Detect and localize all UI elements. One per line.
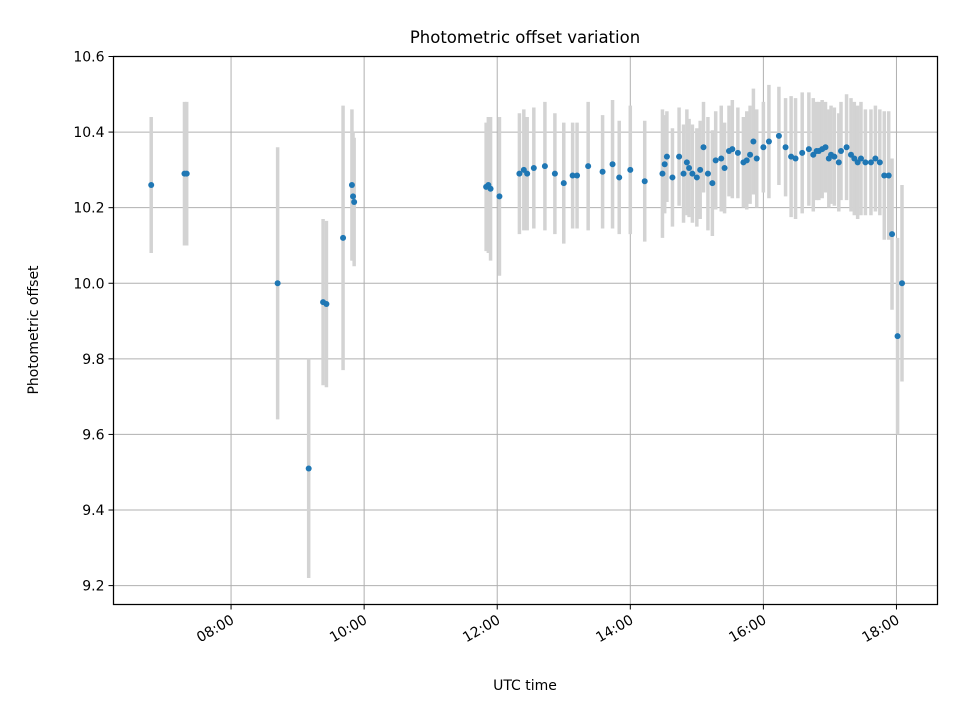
data-point	[885, 172, 892, 179]
data-point	[782, 144, 789, 151]
data-point	[683, 159, 690, 166]
data-point	[894, 333, 901, 340]
data-point	[148, 181, 155, 188]
data-point	[616, 174, 623, 181]
data-point	[700, 144, 707, 151]
data-point	[689, 170, 696, 177]
data-point	[857, 155, 864, 162]
data-point	[822, 144, 829, 151]
data-point	[775, 132, 782, 139]
data-point	[709, 180, 716, 187]
data-point	[750, 138, 757, 145]
x-axis-label: UTC time	[493, 678, 557, 694]
data-point	[743, 157, 750, 164]
data-point	[661, 161, 668, 168]
data-point	[835, 159, 842, 166]
data-point	[560, 180, 567, 187]
data-point	[747, 151, 754, 158]
data-point	[569, 172, 576, 179]
data-point	[862, 159, 869, 166]
data-point	[676, 153, 683, 160]
y-axis-ticks: 9.2 9.4 9.6 9.8 10.0 10.2 10.4 10.6	[73, 50, 114, 595]
data-point	[899, 280, 906, 287]
data-point	[663, 153, 670, 160]
data-point	[530, 164, 537, 171]
data-point	[274, 280, 281, 287]
data-point	[305, 465, 312, 472]
data-point	[351, 199, 358, 206]
data-point	[718, 155, 725, 162]
data-point	[609, 161, 616, 168]
y-tick-label: 10.0	[73, 276, 104, 292]
data-point	[765, 138, 772, 145]
data-point	[889, 231, 896, 238]
data-point	[721, 164, 728, 171]
data-point	[599, 168, 606, 175]
data-point	[734, 149, 741, 156]
data-point	[760, 144, 767, 151]
data-point	[872, 155, 879, 162]
data-point	[516, 170, 523, 177]
y-tick-label: 9.4	[82, 503, 104, 519]
data-point	[704, 170, 711, 177]
data-point	[831, 153, 838, 160]
data-point	[867, 159, 874, 166]
data-point	[669, 174, 676, 181]
data-points	[148, 132, 906, 472]
data-point	[524, 170, 531, 177]
y-axis-label: Photometric offset	[26, 265, 42, 395]
chart-title: Photometric offset variation	[410, 28, 640, 47]
y-tick-label: 9.8	[82, 352, 104, 368]
data-point	[541, 163, 548, 170]
data-point	[659, 170, 666, 177]
y-tick-label: 10.6	[73, 50, 104, 66]
data-point	[348, 181, 355, 188]
data-point	[627, 166, 634, 173]
y-tick-label: 10.2	[73, 201, 104, 217]
data-point	[496, 193, 503, 200]
data-point	[697, 166, 704, 173]
data-point	[680, 170, 687, 177]
plot-frame	[112, 55, 939, 606]
data-point	[881, 172, 888, 179]
data-point	[686, 164, 693, 171]
data-point	[574, 172, 581, 179]
data-point	[792, 155, 799, 162]
y-tick-label: 9.6	[82, 427, 104, 443]
data-point	[183, 170, 190, 177]
data-point	[693, 174, 700, 181]
data-point	[487, 185, 494, 192]
y-tick-label: 10.4	[73, 125, 104, 141]
data-point	[323, 301, 330, 308]
data-point	[340, 234, 347, 241]
data-point	[641, 178, 648, 185]
data-point	[585, 163, 592, 170]
data-point	[729, 146, 736, 153]
data-point	[551, 170, 558, 177]
y-tick-label: 9.2	[82, 579, 104, 595]
data-point	[876, 159, 883, 166]
data-point	[350, 193, 357, 200]
data-point	[712, 157, 719, 164]
data-point	[838, 147, 845, 154]
data-point	[753, 155, 760, 162]
data-point	[805, 146, 812, 153]
data-point	[843, 144, 850, 151]
data-point	[799, 149, 806, 156]
